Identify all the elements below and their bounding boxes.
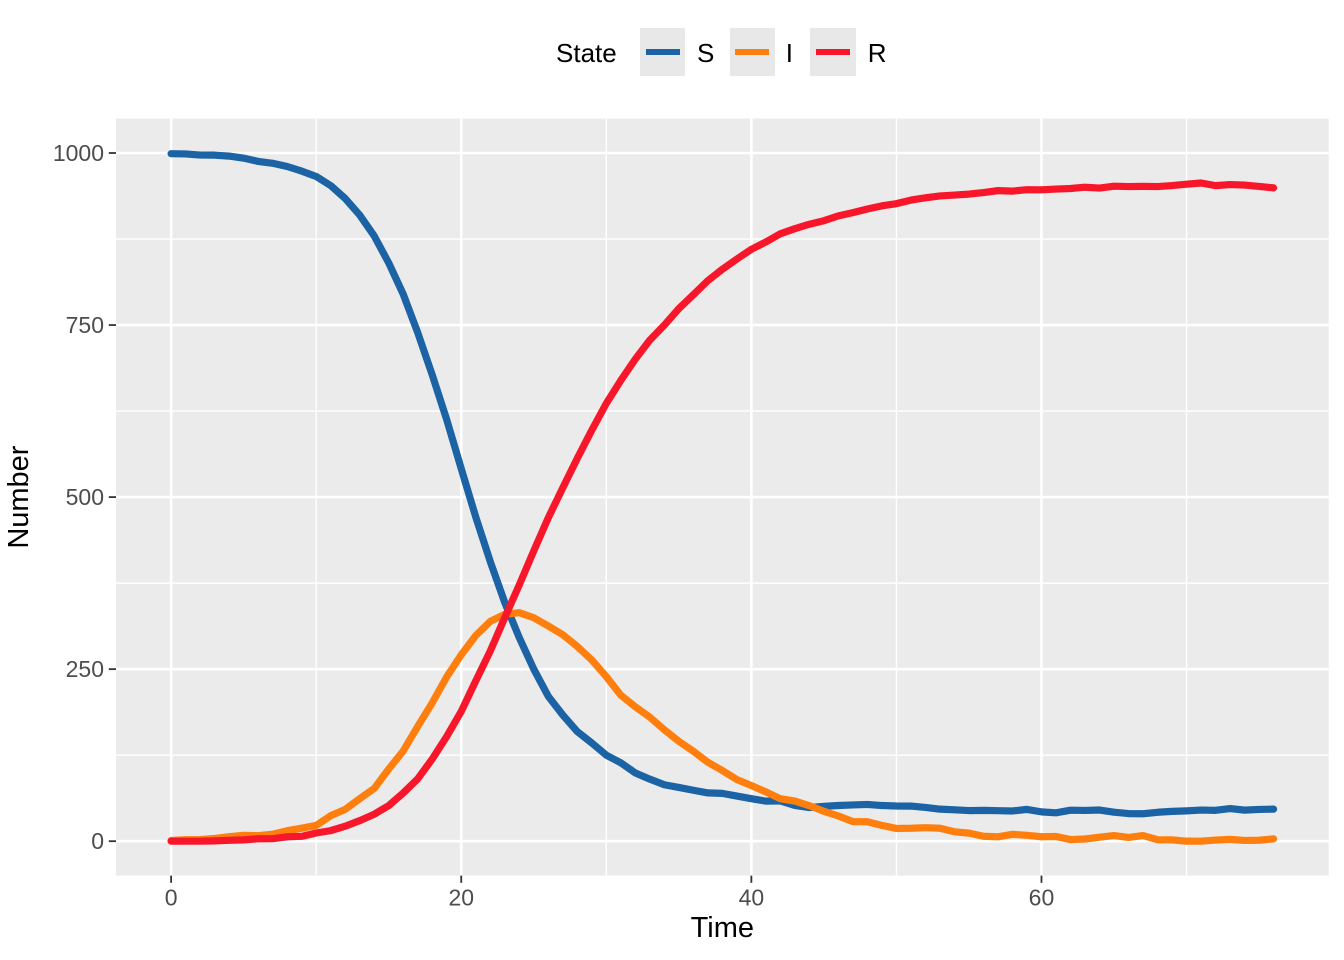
svg-text:0: 0: [91, 828, 104, 854]
svg-text:250: 250: [66, 656, 104, 682]
svg-text:Number: Number: [3, 445, 35, 548]
svg-text:40: 40: [739, 885, 765, 911]
svg-text:20: 20: [448, 885, 474, 911]
svg-text:750: 750: [66, 312, 104, 338]
svg-text:Time: Time: [691, 912, 754, 944]
svg-text:0: 0: [165, 885, 178, 911]
svg-text:60: 60: [1029, 885, 1055, 911]
svg-text:500: 500: [66, 484, 104, 510]
svg-text:1000: 1000: [53, 140, 104, 166]
